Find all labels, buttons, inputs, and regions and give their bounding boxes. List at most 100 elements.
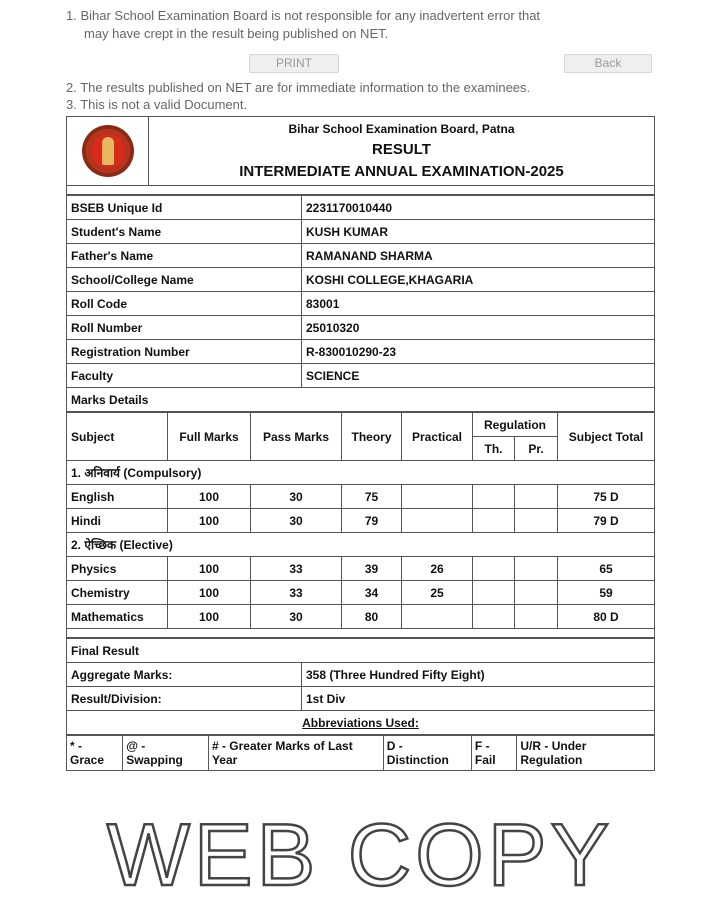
col-reg-th: Th. [472,436,515,461]
info-row: Faculty SCIENCE [66,363,655,388]
final-result: Final Result Aggregate Marks: 358 (Three … [66,638,655,735]
reg-pr [514,580,558,605]
board-name: Bihar School Examination Board, Patna [288,121,515,136]
result-header: Bihar School Examination Board, Patna RE… [66,116,655,195]
theory: 79 [341,508,402,533]
final-result-title: Final Result [66,638,655,663]
info-row: Roll Code 83001 [66,291,655,316]
info-value: 2231170010440 [301,195,655,220]
info-label: Roll Number [66,315,302,340]
full-marks: 100 [167,556,251,581]
info-row: School/College Name KOSHI COLLEGE,KHAGARI… [66,267,655,292]
full-marks: 100 [167,580,251,605]
subject-row: Hindi 100 30 79 79 D [66,508,655,533]
watermark-main: WEB COPY [107,805,613,904]
practical [401,508,473,533]
abbr-swapping: @ - Swapping [122,735,209,771]
result-sheet: Bihar School Examination Board, Patna RE… [65,116,655,771]
subject-total: 65 [557,556,655,581]
print-button[interactable]: PRINT [249,54,339,73]
abbr-fail: F - Fail [470,735,518,771]
reg-th [472,580,515,605]
watermark-line-2: may have crept in the result being publi… [84,26,389,41]
subject-total: 79 D [557,508,655,533]
subject-name: Hindi [66,508,168,533]
info-label: Registration Number [66,339,302,364]
full-marks: 100 [167,508,251,533]
subject-name: Chemistry [66,580,168,605]
info-label: Father's Name [66,243,302,268]
student-info: BSEB Unique Id 2231170010440 Student's Na… [66,195,655,412]
abbr-under-regulation: U/R - Under Regulation [516,735,655,771]
watermark-line-3: 2. The results published on NET are for … [66,80,531,95]
result-title: RESULT [372,140,431,158]
reg-th [472,604,515,629]
reg-pr [514,556,558,581]
info-row: Registration Number R-830010290-23 [66,339,655,364]
info-value: KUSH KUMAR [301,219,655,244]
practical: 26 [401,556,473,581]
subject-total: 59 [557,580,655,605]
info-label: Faculty [66,363,302,388]
back-button[interactable]: Back [564,54,652,73]
reg-pr [514,484,558,509]
col-subject-total: Subject Total [557,412,655,461]
division-value: 1st Div [301,686,655,711]
watermark-line-4: 3. This is not a valid Document. [66,97,248,112]
title-cell: Bihar School Examination Board, Patna RE… [148,116,655,186]
col-practical: Practical [401,412,473,461]
subject-row: English 100 30 75 75 D [66,484,655,509]
theory: 39 [341,556,402,581]
abbreviations-title-cell: Abbreviations Used: [66,710,655,735]
info-value: 25010320 [301,315,655,340]
pass-marks: 30 [250,604,342,629]
exam-title: INTERMEDIATE ANNUAL EXAMINATION-2025 [239,162,564,180]
practical: 25 [401,580,473,605]
info-label: School/College Name [66,267,302,292]
reg-th [472,508,515,533]
subject-row: Physics 100 33 39 26 65 [66,556,655,581]
subject-total: 80 D [557,604,655,629]
theory: 34 [341,580,402,605]
col-pass-marks: Pass Marks [250,412,342,461]
reg-pr [514,604,558,629]
reg-th [472,484,515,509]
subject-name: Mathematics [66,604,168,629]
aggregate-label: Aggregate Marks: [66,662,302,687]
aggregate-value: 358 (Three Hundred Fifty Eight) [301,662,655,687]
subject-row: Mathematics 100 30 80 80 D [66,604,655,629]
division-label: Result/Division: [66,686,302,711]
info-value: KOSHI COLLEGE,KHAGARIA [301,267,655,292]
full-marks: 100 [167,604,251,629]
info-value: RAMANAND SHARMA [301,243,655,268]
col-regulation: Regulation [472,412,558,437]
subject-total: 75 D [557,484,655,509]
subject-row: Chemistry 100 33 34 25 59 [66,580,655,605]
abbr-grace: * - Grace [65,735,124,771]
info-label: Student's Name [66,219,302,244]
spacer [66,628,655,638]
pass-marks: 30 [250,508,342,533]
info-value: 83001 [301,291,655,316]
marks-table: Subject Full Marks Pass Marks Theory Pra… [66,412,655,638]
full-marks: 100 [167,484,251,509]
pass-marks: 33 [250,580,342,605]
abbr-distinction: D - Distinction [382,735,472,771]
bseb-logo [81,125,134,177]
info-row: BSEB Unique Id 2231170010440 [66,195,655,220]
info-label: Roll Code [66,291,302,316]
pass-marks: 33 [250,556,342,581]
info-row: Student's Name KUSH KUMAR [66,219,655,244]
spacer [66,185,655,195]
subject-name: English [66,484,168,509]
col-full-marks: Full Marks [167,412,251,461]
info-label: BSEB Unique Id [66,195,302,220]
abbreviations: * - Grace @ - Swapping # - Greater Marks… [65,735,655,771]
abbr-greater-marks: # - Greater Marks of Last Year [207,735,384,771]
info-value: SCIENCE [301,363,655,388]
info-row: Father's Name RAMANAND SHARMA [66,243,655,268]
theory: 75 [341,484,402,509]
reg-th [472,556,515,581]
logo-cell [66,116,149,186]
col-theory: Theory [341,412,402,461]
